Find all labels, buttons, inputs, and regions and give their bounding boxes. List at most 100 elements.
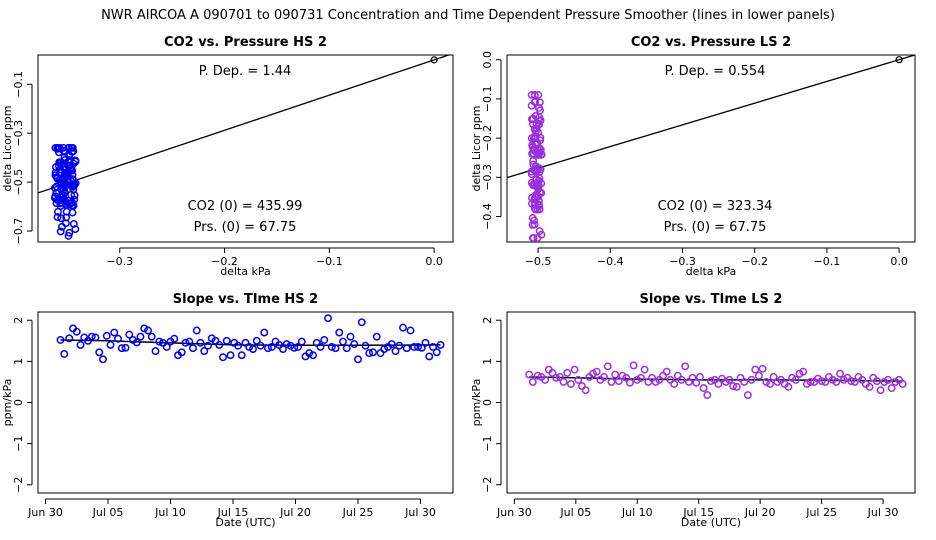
x-axis-label: Date (UTC) [681, 516, 741, 529]
data-point [57, 214, 66, 223]
data-point [743, 391, 752, 400]
y-tick-label: 0 [12, 399, 25, 406]
data-point [125, 330, 134, 339]
data-point [850, 377, 859, 386]
data-point [52, 189, 61, 198]
data-point [555, 373, 564, 381]
data-point [537, 189, 546, 197]
plot-frame [37, 311, 454, 494]
data-point [376, 349, 385, 358]
data-point [136, 332, 145, 341]
ls-slope-panel: Slope vs. TIme LS 2 Jun 30 Jul 05 Jul 10 Jul… [470, 292, 916, 529]
plot-area [56, 314, 445, 364]
data-point [279, 345, 287, 353]
data-point [331, 344, 340, 353]
data-point [71, 225, 80, 234]
plot-frame [37, 54, 454, 243]
data-point [527, 167, 536, 176]
y-axis-label: ppm/kPa [470, 379, 483, 427]
data-point [887, 384, 896, 393]
data-point [769, 373, 778, 381]
data-point [536, 165, 545, 174]
data-point [732, 382, 741, 391]
data-point [799, 367, 808, 376]
data-point [533, 138, 542, 147]
data-point [659, 371, 668, 380]
data-point [99, 355, 107, 364]
data-point [87, 332, 96, 341]
x-tick-label: Jun 30 [496, 506, 532, 519]
data-point [267, 343, 276, 351]
data-point [52, 199, 61, 208]
data-point [673, 371, 682, 380]
data-point [395, 341, 404, 350]
data-point [758, 364, 767, 373]
x-tick-label: Jul 10 [154, 506, 186, 519]
data-point [821, 377, 830, 386]
data-point [703, 391, 712, 400]
data-point [677, 375, 686, 384]
data-point [740, 377, 749, 386]
fit-line [507, 55, 915, 179]
data-point [335, 328, 344, 337]
data-point [327, 343, 336, 351]
x-tick-label: Jul 25 [805, 506, 837, 519]
data-point [536, 116, 545, 125]
x-tick-label: Jul 20 [744, 506, 776, 519]
data-point [151, 347, 160, 356]
y-tick-label: −0.5 [12, 169, 25, 196]
data-point [637, 373, 645, 382]
data-point [622, 373, 631, 382]
data-point [252, 336, 261, 345]
data-point [234, 341, 242, 350]
data-point [670, 380, 679, 388]
data-point [872, 377, 881, 386]
data-point [162, 343, 171, 351]
hs-slope-panel: Slope vs. TIme HS 2 Jun 30 Jul 05 Jul 10 Jul… [1, 292, 454, 529]
data-point [50, 183, 59, 192]
x-tick-label: −0.2 [741, 255, 768, 268]
data-point [365, 349, 374, 358]
data-point [541, 375, 550, 384]
y-tick-label: −0.3 [481, 164, 494, 191]
data-point [629, 361, 638, 370]
data-point [574, 375, 583, 384]
y-tick-label: −1 [12, 436, 25, 452]
data-point [548, 368, 557, 377]
x-axis-label: Date (UTC) [215, 516, 275, 529]
data-point [76, 340, 85, 349]
x-tick-label: Jun 30 [27, 506, 63, 519]
data-point [527, 91, 536, 99]
y-tick-label: 2 [481, 317, 494, 324]
x-tick-label: −0.1 [814, 255, 841, 268]
data-point [309, 351, 317, 360]
data-point [147, 332, 156, 341]
data-point [69, 147, 77, 156]
data-point [806, 377, 815, 386]
data-point [600, 373, 609, 381]
data-point [414, 343, 422, 351]
data-point [192, 326, 201, 335]
data-point [226, 351, 235, 360]
data-point [531, 127, 540, 136]
data-point [784, 382, 793, 391]
data-point [294, 343, 302, 351]
annotation-p_dep: P. Dep. = 0.554 [665, 64, 766, 79]
y-tick-label: −0.2 [481, 125, 494, 152]
annotation-prs_0: Prs. (0) = 67.75 [194, 220, 297, 235]
data-point [570, 365, 579, 374]
plot-area [525, 361, 907, 400]
data-point [406, 326, 415, 335]
x-axis-label: delta kPa [686, 265, 737, 278]
data-point [525, 370, 534, 379]
data-point [320, 336, 329, 344]
data-point [50, 194, 59, 202]
data-point [290, 343, 299, 352]
data-point [117, 344, 126, 353]
data-point [529, 180, 538, 189]
plot-area [507, 55, 915, 242]
x-tick-label: −0.1 [316, 255, 343, 268]
data-point [55, 158, 64, 167]
data-point [106, 340, 115, 349]
